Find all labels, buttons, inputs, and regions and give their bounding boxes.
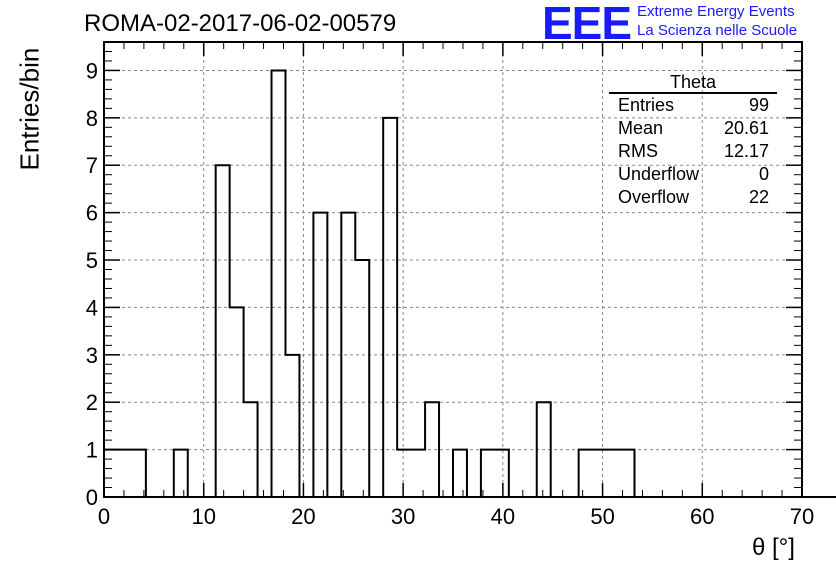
histogram-bin xyxy=(174,450,188,497)
x-tick-label: 30 xyxy=(391,504,415,529)
stats-value: 20.61 xyxy=(723,118,769,138)
histogram-bin xyxy=(411,450,425,497)
stats-label: Mean xyxy=(618,118,664,138)
y-tick-label: 8 xyxy=(86,106,98,131)
histogram-bin xyxy=(104,450,118,497)
y-tick-label: 6 xyxy=(86,201,98,226)
histogram-bin xyxy=(272,70,286,497)
logo-line-2: La Scienza nelle Scuole xyxy=(637,22,798,39)
x-tick-label: 40 xyxy=(491,504,515,529)
eee-logo: EEE xyxy=(542,0,632,49)
histogram-bin xyxy=(355,260,369,497)
stats-value: 99 xyxy=(748,95,769,115)
x-tick-label: 60 xyxy=(690,504,714,529)
histogram-bin xyxy=(607,450,621,497)
histogram-bin xyxy=(216,165,230,497)
histogram-bin xyxy=(132,450,146,497)
logo-line-1: Extreme Energy Events xyxy=(637,3,795,20)
stats-box: Theta Entries 99 Mean 20.61 RMS 12.17 Under… xyxy=(609,72,777,209)
run-title: ROMA-02-2017-06-02-00579 xyxy=(84,10,397,37)
x-tick-label: 10 xyxy=(191,504,215,529)
stats-row-mean: Mean 20.61 xyxy=(609,117,777,140)
stats-label: Overflow xyxy=(618,187,690,207)
histogram-bin xyxy=(495,450,509,497)
histogram-bin xyxy=(453,450,467,497)
stats-row-entries: Entries 99 xyxy=(609,94,777,117)
histogram-bin xyxy=(481,450,495,497)
stats-row-underflow: Underflow 0 xyxy=(609,163,777,186)
y-tick-label: 5 xyxy=(86,248,98,273)
histogram-bin xyxy=(621,450,635,497)
y-tick-label: 7 xyxy=(86,153,98,178)
histogram-bin xyxy=(397,450,411,497)
histogram-bin xyxy=(579,450,593,497)
x-axis-label: θ [°] xyxy=(752,534,795,561)
stats-value: 22 xyxy=(748,187,769,207)
stats-value: 12.17 xyxy=(723,141,769,161)
histogram-bin xyxy=(383,118,397,497)
logo-caption: Extreme Energy Events La Scienza nelle S… xyxy=(637,2,797,40)
y-tick-label: 4 xyxy=(86,295,98,320)
stats-label: RMS xyxy=(618,141,658,161)
stats-row-rms: RMS 12.17 xyxy=(609,140,777,163)
y-axis-label: Entries/bin xyxy=(14,47,45,171)
stats-label: Underflow xyxy=(618,164,700,184)
stats-row-overflow: Overflow 22 xyxy=(609,186,777,209)
x-tick-label: 50 xyxy=(590,504,614,529)
stats-label: Entries xyxy=(618,95,675,115)
x-tick-label: 0 xyxy=(98,504,110,529)
y-tick-label: 2 xyxy=(86,390,98,415)
y-tick-label: 1 xyxy=(86,438,98,463)
histogram-bin xyxy=(118,450,132,497)
histogram-bin xyxy=(285,355,299,497)
x-tick-label: 20 xyxy=(291,504,315,529)
x-tick-label: 70 xyxy=(790,504,814,529)
y-tick-label: 0 xyxy=(86,485,98,510)
stats-value: 0 xyxy=(758,164,769,184)
histogram-bin xyxy=(341,213,355,497)
y-tick-label: 3 xyxy=(86,343,98,368)
histogram-bin xyxy=(593,450,607,497)
y-tick-label: 9 xyxy=(86,58,98,83)
stats-title: Theta xyxy=(609,72,777,94)
